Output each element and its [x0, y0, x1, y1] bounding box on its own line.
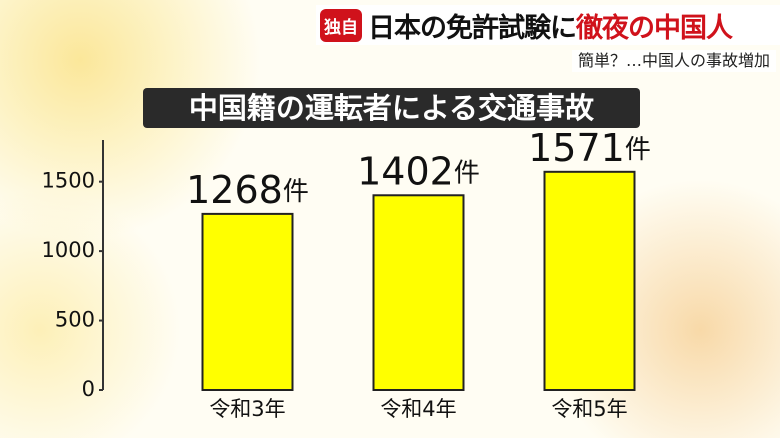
value-label-unit: 件: [454, 158, 480, 188]
bar: [543, 170, 636, 391]
value-label-unit: 件: [283, 176, 309, 206]
x-tick-label: 令和3年: [209, 397, 285, 421]
headline: 独自 日本の免許試験に 徹夜の中国人: [316, 5, 780, 45]
value-label: 1402件: [357, 149, 480, 193]
badge: 独自: [320, 8, 362, 42]
bar: [372, 194, 465, 391]
subtitle: 簡単？…中国人の事故増加: [571, 50, 776, 72]
y-tick-label: 1000: [42, 238, 95, 262]
chart-title: 中国籍の運転者による交通事故: [143, 88, 640, 128]
bar: [201, 212, 294, 391]
value-label: 1571件: [528, 125, 651, 169]
headline-text: 日本の免許試験に: [368, 12, 577, 44]
x-tick-label: 令和5年: [551, 397, 627, 421]
y-tick-label: 500: [55, 308, 95, 332]
headline-accent: 徹夜の中国人: [576, 12, 733, 44]
value-label-number: 1268: [186, 167, 283, 211]
y-tick-label: 1500: [42, 169, 95, 193]
value-label-unit: 件: [625, 134, 651, 164]
x-tick-label: 令和4年: [380, 397, 456, 421]
value-label-number: 1571: [528, 125, 625, 169]
value-label-number: 1402: [357, 149, 454, 193]
y-tick-label: 0: [82, 377, 95, 401]
value-label: 1268件: [186, 167, 309, 211]
